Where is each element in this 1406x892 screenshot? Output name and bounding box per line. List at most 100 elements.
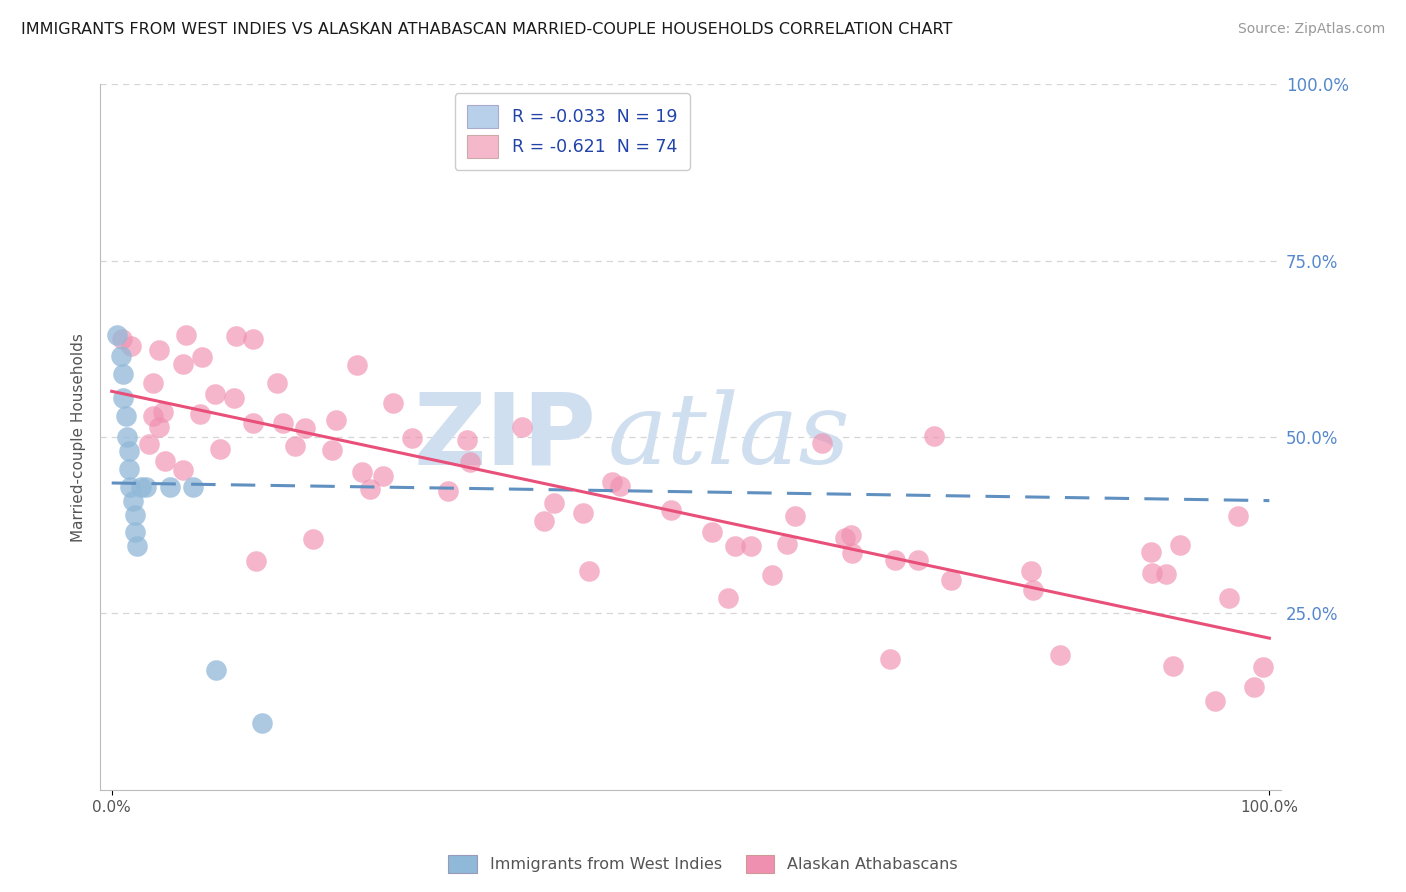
Point [776,537,799,551]
Point [138,436,160,450]
Point [115,430,138,444]
Point [359,482,381,496]
Point [783,508,806,523]
Point [148,419,170,434]
Point [111,332,134,346]
Point [1156,567,1178,582]
Point [112,367,135,381]
Point [834,532,856,546]
Point [437,484,460,499]
Point [124,508,146,522]
Point [1019,565,1042,579]
Point [1204,693,1226,707]
Point [401,431,423,445]
Point [659,503,682,517]
Legend: R = -0.033  N = 19, R = -0.621  N = 74: R = -0.033 N = 19, R = -0.621 N = 74 [456,93,690,169]
Point [205,663,228,677]
Point [723,540,745,554]
Point [1161,658,1184,673]
Point [120,339,142,353]
Point [142,376,165,390]
Point [543,496,565,510]
Point [271,416,294,430]
Point [155,454,177,468]
Point [110,349,132,363]
Point [321,442,343,457]
Point [112,392,135,406]
Point [245,553,267,567]
Point [609,479,631,493]
Point [740,539,762,553]
Point [839,528,862,542]
Legend: Immigrants from West Indies, Alaskan Athabascans: Immigrants from West Indies, Alaskan Ath… [441,848,965,880]
Point [1218,591,1240,606]
Point [381,396,404,410]
Point [188,407,211,421]
Point [142,409,165,424]
Point [222,391,245,405]
Point [174,328,197,343]
Point [761,567,783,582]
Text: ZIP: ZIP [413,389,596,485]
Point [242,416,264,430]
Point [129,479,152,493]
Point [325,413,347,427]
Point [371,468,394,483]
Point [107,327,129,342]
Y-axis label: Married-couple Households: Married-couple Households [72,333,86,541]
Point [124,525,146,540]
Point [191,351,214,365]
Point [1226,508,1249,523]
Point [811,436,834,450]
Point [1139,545,1161,559]
Point [114,409,136,423]
Point [717,591,740,605]
Point [1022,582,1045,597]
Point [1243,680,1265,694]
Point [1168,538,1191,552]
Point [1142,566,1164,581]
Point [118,444,141,458]
Text: atlas: atlas [607,390,851,484]
Point [121,493,143,508]
Point [118,462,141,476]
Point [225,329,247,343]
Point [600,475,623,490]
Point [120,479,142,493]
Point [152,405,174,419]
Point [204,387,226,401]
Point [700,524,723,539]
Point [533,514,555,528]
Point [879,651,901,665]
Point [907,553,929,567]
Point [242,332,264,346]
Point [302,533,325,547]
Point [841,546,863,560]
Point [266,376,288,391]
Text: Source: ZipAtlas.com: Source: ZipAtlas.com [1237,22,1385,37]
Point [181,479,204,493]
Point [127,540,149,554]
Point [578,564,600,578]
Point [883,552,905,566]
Point [346,359,368,373]
Point [172,357,194,371]
Point [572,506,595,520]
Point [250,715,273,730]
Point [1049,648,1071,663]
Point [458,455,481,469]
Point [209,442,232,456]
Point [922,429,945,443]
Point [1251,659,1274,673]
Point [456,433,478,447]
Point [172,463,194,477]
Point [159,479,181,493]
Point [510,420,533,434]
Point [284,439,307,453]
Point [148,343,170,357]
Text: IMMIGRANTS FROM WEST INDIES VS ALASKAN ATHABASCAN MARRIED-COUPLE HOUSEHOLDS CORR: IMMIGRANTS FROM WEST INDIES VS ALASKAN A… [21,22,952,37]
Point [352,465,374,479]
Point [135,479,157,493]
Point [294,421,316,435]
Point [939,574,962,588]
